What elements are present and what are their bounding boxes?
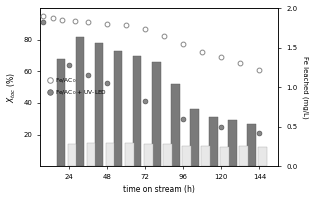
Point	[66, 63, 71, 67]
Bar	[106, 143, 115, 166]
Point	[143, 28, 148, 31]
Point	[257, 131, 262, 135]
Bar	[87, 143, 95, 166]
Bar	[228, 120, 237, 166]
Point	[85, 21, 90, 24]
Bar	[76, 37, 84, 166]
Bar	[258, 147, 267, 166]
Bar	[57, 59, 65, 166]
Bar	[182, 146, 191, 166]
Point	[162, 34, 167, 37]
Bar	[68, 144, 76, 166]
Point	[181, 42, 186, 45]
Legend: Fe/AC$_0$, Fe/AC$_0$ + UV-LED: Fe/AC$_0$, Fe/AC$_0$ + UV-LED	[46, 74, 109, 99]
Bar	[114, 51, 122, 166]
Point	[105, 22, 110, 25]
Bar	[133, 56, 142, 166]
Point	[51, 17, 56, 20]
Point	[41, 21, 46, 24]
Bar	[144, 144, 153, 166]
Point	[143, 100, 148, 103]
Bar	[201, 146, 210, 166]
Y-axis label: $X_{toc}$ (%): $X_{toc}$ (%)	[6, 72, 18, 103]
Point	[41, 14, 46, 18]
Bar	[95, 43, 103, 166]
Y-axis label: Fe leached (mg/L): Fe leached (mg/L)	[302, 56, 308, 119]
Bar	[247, 124, 256, 166]
Bar	[163, 144, 172, 166]
Point	[85, 74, 90, 77]
Bar	[125, 143, 133, 166]
Bar	[171, 84, 180, 166]
Point	[105, 82, 110, 85]
Bar	[239, 146, 248, 166]
Point	[73, 19, 78, 22]
Point	[219, 125, 224, 128]
Bar	[190, 109, 199, 166]
Point	[60, 18, 65, 22]
Point	[181, 117, 186, 120]
Point	[238, 62, 243, 65]
Point	[219, 55, 224, 59]
Bar	[152, 62, 160, 166]
Point	[123, 24, 128, 27]
X-axis label: time on stream (h): time on stream (h)	[123, 185, 195, 194]
Bar	[209, 117, 218, 166]
Bar	[220, 147, 229, 166]
Point	[200, 50, 205, 53]
Point	[257, 68, 262, 71]
